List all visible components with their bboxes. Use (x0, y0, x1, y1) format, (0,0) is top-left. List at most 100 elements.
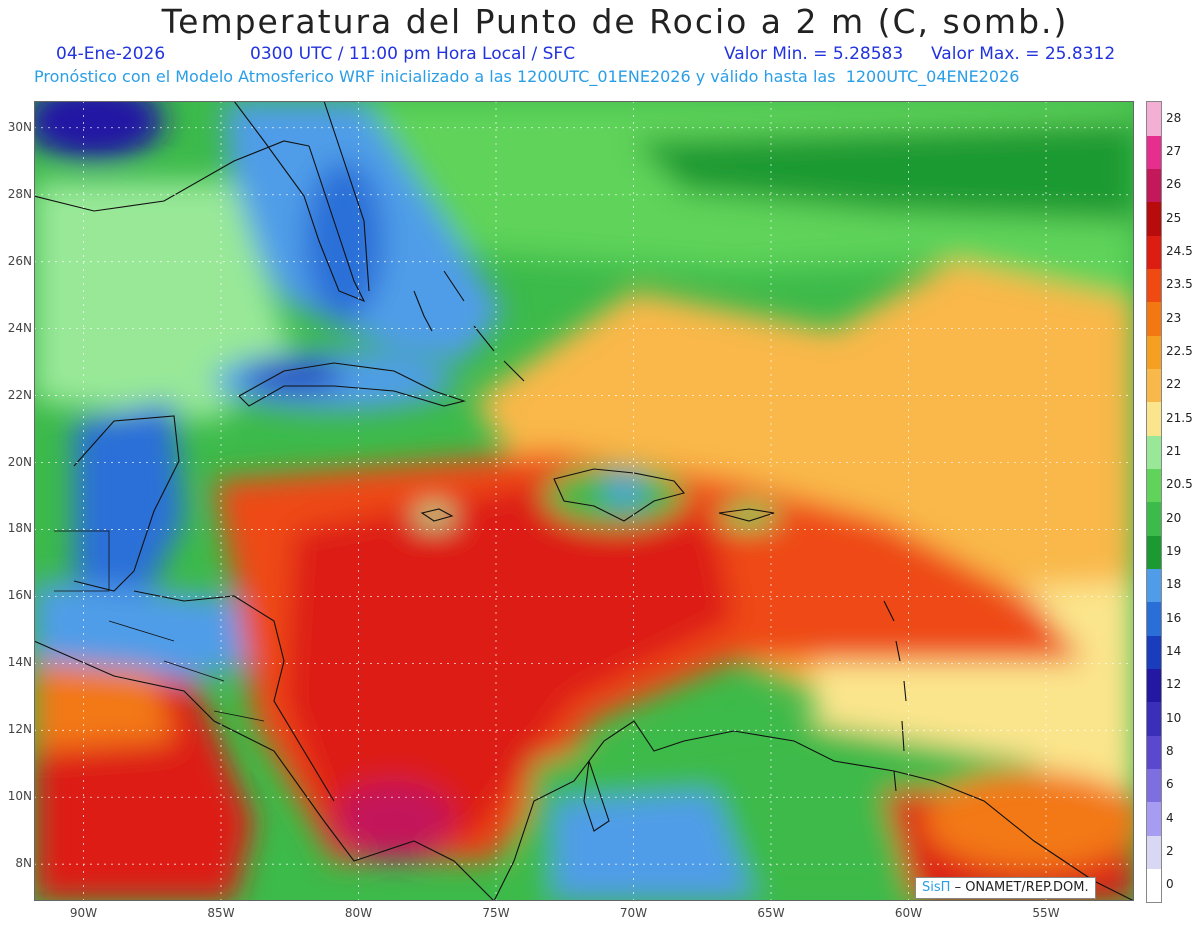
colorbar-segment (1147, 602, 1161, 636)
colorbar-segment (1147, 668, 1161, 703)
lat-tick-label: 14N (7, 655, 32, 670)
field-venezuela-blue (554, 791, 754, 901)
colorbar-segment (1147, 168, 1161, 203)
colorbar-label: 25 (1166, 210, 1182, 225)
colorbar-segment (1147, 368, 1161, 403)
field-central-america (34, 581, 274, 681)
field-puerto-rico (719, 504, 779, 528)
field-gulf (34, 181, 294, 421)
colorbar-segment (1147, 535, 1161, 570)
lon-tick-label: 85W (207, 906, 235, 920)
colorbar-label: 16 (1166, 610, 1182, 625)
coast-lesser-antilles (883, 600, 907, 792)
colorbar-segment (1147, 768, 1161, 803)
coast-jamaica (420, 508, 454, 522)
colorbar-segment (1147, 802, 1161, 836)
value-min: Valor Min. = 5.28583 (724, 44, 904, 64)
colorbar-label: 21.5 (1166, 410, 1193, 425)
coast-us-gulf (34, 140, 310, 212)
lat-tick-label: 20N (7, 454, 32, 469)
coast-yucatan (73, 415, 180, 592)
colorbar-label: 20 (1166, 510, 1182, 525)
coastlines (34, 101, 1134, 901)
lat-tick-label: 30N (7, 119, 32, 134)
credit-text: – ONAMET/REP.DOM. (954, 880, 1089, 895)
colorbar-segment (1147, 468, 1161, 503)
colorbar-label: 6 (1166, 777, 1174, 792)
field-nw-deep-blue (34, 101, 164, 161)
colorbar-segment (1147, 868, 1161, 903)
colorbar-segment (1147, 402, 1161, 436)
colorbar-segment (1147, 202, 1161, 236)
colorbar-label: 24.5 (1166, 244, 1193, 258)
lon-tick-label: 80W (344, 906, 373, 920)
valid-time: 0300 UTC / 11:00 pm Hora Local / SFC (250, 44, 576, 64)
coast-hispaniola (553, 468, 685, 522)
colorbar-segment (1147, 702, 1161, 736)
lat-tick-label: 28N (7, 186, 32, 201)
field-east-warm (924, 771, 1134, 871)
colorbar-label: 8 (1166, 744, 1174, 758)
lon-tick-label: 65W (757, 906, 785, 920)
model-info: Pronóstico con el Modelo Atmosferico WRF… (34, 67, 1020, 86)
colorbar-label: 2 (1166, 844, 1174, 858)
colorbar-segment (1147, 268, 1161, 303)
coast-central-america (34, 640, 495, 901)
field-pacific-orange (34, 661, 174, 751)
colorbar (1146, 101, 1162, 903)
lat-tick-label: 24N (7, 320, 32, 335)
field-magenta-spot (334, 781, 454, 861)
field-cuba-deep (244, 361, 344, 391)
lon-tick-label: 70W (619, 906, 648, 920)
coast-cuba (238, 362, 466, 407)
field-hispaniola-blue (604, 476, 644, 506)
colorbar-segment (1147, 235, 1161, 270)
credit-box: SisΠ – ONAMET/REP.DOM. (915, 877, 1096, 899)
colorbar-label: 12 (1166, 677, 1182, 692)
colorbar-label: 19 (1166, 544, 1182, 558)
colorbar-segment (1147, 735, 1161, 770)
lat-tick-label: 10N (7, 789, 32, 804)
colorbar-label: 26 (1166, 177, 1182, 192)
field-caribbean-hot (284, 481, 734, 841)
colorbar-label: 27 (1166, 144, 1182, 158)
colorbar-segment (1147, 102, 1161, 136)
field-jamaica (414, 506, 454, 526)
value-max: Valor Max. = 25.8312 (931, 44, 1116, 64)
lat-tick-label: 8N (15, 856, 32, 871)
border-belize-guatemala (54, 530, 110, 592)
lat-tick-label: 18N (7, 521, 32, 536)
colorbar-label: 20.5 (1166, 477, 1193, 492)
coast-florida (233, 101, 366, 303)
colorbar-label: 18 (1166, 577, 1182, 592)
lon-tick-label: 55W (1032, 906, 1060, 920)
colorbar-label: 22.5 (1166, 344, 1193, 358)
lon-tick-label: 75W (482, 906, 510, 920)
colorbar-label: 0 (1166, 877, 1174, 892)
colorbar-label: 23.5 (1166, 277, 1193, 292)
map-title: Temperatura del Punto de Rocio a 2 m (C,… (161, 2, 1069, 41)
coast-florida-east (323, 101, 370, 292)
colorbar-label: 21 (1166, 444, 1182, 458)
colorbar-label: 28 (1166, 110, 1182, 125)
field-dark-green-north (634, 121, 1134, 221)
colorbar-segment (1147, 135, 1161, 170)
colorbar-label: 10 (1166, 710, 1182, 725)
field-florida-deep (304, 161, 384, 321)
borders (54, 530, 265, 722)
colorbar-segment (1147, 835, 1161, 870)
colorbar-segment (1147, 568, 1161, 603)
lat-tick-label: 22N (7, 387, 32, 402)
colorbar-segment (1147, 302, 1161, 336)
credit-brand: SisΠ (922, 880, 951, 895)
coast-puerto-rico (718, 508, 775, 522)
lon-tick-label: 90W (69, 906, 98, 920)
lat-tick-label: 26N (7, 253, 32, 268)
valid-date: 04-Ene-2026 (56, 44, 166, 64)
colorbar-label: 4 (1166, 810, 1174, 825)
border-ca-countries (108, 620, 265, 722)
lat-tick-label: 12N (7, 722, 32, 737)
gridlines (34, 101, 1134, 901)
field-yucatan (74, 401, 184, 601)
coast-bahamas (413, 270, 525, 382)
